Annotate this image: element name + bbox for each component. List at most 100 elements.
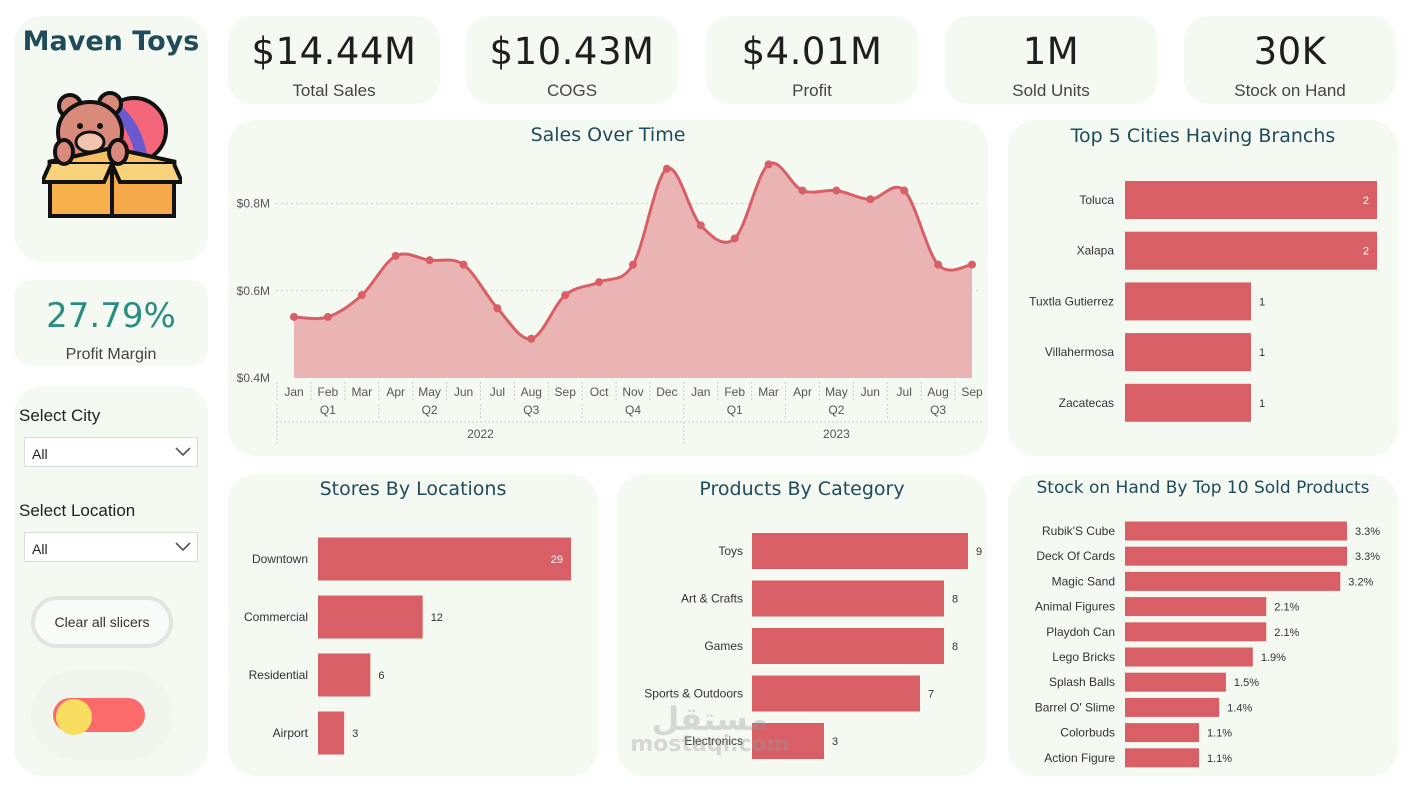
category-label: Playdoh Can [1046, 625, 1115, 639]
city-dropdown[interactable]: All [24, 437, 198, 467]
bar [1125, 521, 1347, 541]
data-point [561, 291, 570, 300]
x-tick-label: Dec [656, 385, 677, 399]
category-label: Commercial [244, 610, 308, 624]
bar [1125, 622, 1267, 642]
data-point [696, 221, 705, 230]
bar [1125, 748, 1199, 768]
series-line [293, 161, 973, 341]
kpi-label: COGS [546, 81, 598, 100]
x-tick-label: Sep [961, 385, 983, 399]
year-label: 2023 [823, 427, 850, 441]
data-label: 1.9% [1261, 652, 1286, 664]
data-label: 1.5% [1234, 677, 1259, 689]
data-label: 1.4% [1227, 702, 1252, 714]
watermark-arabic: مستقل [651, 700, 769, 738]
stock-on-hand-card: Stock on Hand By Top 10 Sold Products Ru… [1008, 474, 1398, 776]
x-tick-label: May [825, 385, 848, 399]
bar [1125, 383, 1251, 422]
clear-slicers-button[interactable]: Clear all slicers [31, 596, 173, 648]
bar [1125, 546, 1347, 566]
data-label: 3.3% [1355, 526, 1380, 538]
city-slicer-label: Select City [19, 406, 101, 425]
kpi-label: Stock on Hand [1234, 81, 1346, 100]
data-label: 2.1% [1274, 602, 1299, 614]
city-dropdown-value: All [32, 446, 48, 462]
data-label: 1 [1259, 398, 1265, 410]
category-label: Magic Sand [1052, 574, 1115, 588]
bar [1125, 697, 1220, 717]
category-label: Zacatecas [1059, 396, 1114, 410]
bar [752, 533, 968, 569]
bar [752, 628, 944, 664]
data-point [968, 260, 976, 269]
top-cities-card: Top 5 Cities Having Branchs Toluca 2 Xalap… [1008, 120, 1398, 456]
data-label: 12 [431, 612, 443, 624]
data-point [900, 186, 909, 195]
data-label: 2 [1363, 246, 1369, 258]
x-tick-label: May [418, 385, 441, 399]
category-label: Art & Crafts [681, 592, 743, 606]
category-label: Toluca [1079, 193, 1114, 207]
data-label: 8 [952, 594, 958, 606]
category-label: Toys [718, 544, 743, 558]
bar [1125, 333, 1251, 372]
data-point [527, 334, 536, 343]
category-label: Electronics [684, 734, 743, 748]
kpi-label: Profit [792, 81, 832, 100]
data-point [290, 312, 298, 321]
category-label: Games [704, 639, 743, 653]
data-point [425, 256, 434, 265]
quarter-label: Q1 [320, 403, 336, 417]
data-label: 29 [551, 554, 563, 566]
data-label: 3 [352, 728, 358, 740]
bar [1125, 597, 1267, 617]
category-label: Rubik'S Cube [1042, 524, 1115, 538]
year-label: 2022 [467, 427, 494, 441]
stores-by-locations-card: Stores By Locations Downtown 29 Commercial… [228, 474, 598, 776]
category-label: Villahermosa [1045, 345, 1114, 359]
kpi-total-sales: $14.44M Total Sales [228, 16, 440, 104]
chart-title: Sales Over Time [530, 124, 686, 146]
kpi-profit: $4.01M Profit [706, 16, 918, 104]
products-by-category-chart: Toys 9 Art & Crafts 8 Games 8 Sports & Outdoor… [644, 533, 982, 759]
kpi-value: 30K [1253, 30, 1327, 73]
category-label: Animal Figures [1035, 600, 1115, 614]
bar [1125, 181, 1377, 219]
chart-title: Stock on Hand By Top 10 Sold Products [1036, 478, 1370, 498]
watermark-latin: mostaqi.com [630, 732, 790, 757]
toy-box-logo-icon [42, 91, 182, 218]
data-point [595, 278, 604, 287]
x-tick-label: Jan [284, 385, 303, 399]
clear-slicers-label: Clear all slicers [54, 614, 150, 630]
bar [318, 595, 423, 639]
bar [1125, 723, 1199, 743]
location-dropdown-value: All [32, 541, 48, 557]
x-tick-label: Jul [490, 385, 505, 399]
location-dropdown[interactable]: All [24, 532, 198, 562]
x-tick-label: Jul [897, 385, 912, 399]
data-point [357, 291, 366, 300]
products-by-category-card: Products By Category Toys 9 Art & Crafts 8 G… [617, 474, 987, 776]
y-tick-label: $0.6M [237, 284, 270, 298]
data-label: 3 [832, 736, 838, 748]
data-point [662, 164, 671, 173]
sales-over-time-chart: $0.4M $0.6M $0.8M Jan Feb Mar Apr May Jun Jul Aug S… [237, 160, 984, 446]
chart-title: Products By Category [699, 478, 905, 500]
toggle-container [31, 670, 173, 760]
category-label: Barrel O' Slime [1035, 700, 1116, 714]
chevron-down-icon [175, 447, 191, 457]
kpi-value: $14.44M [251, 30, 417, 73]
x-tick-label: Mar [758, 385, 779, 399]
kpi-label: Total Sales [292, 81, 376, 100]
data-point [323, 312, 332, 321]
bar [318, 537, 571, 581]
category-label: Action Figure [1044, 751, 1115, 765]
kpi-value: $4.01M [741, 30, 883, 73]
data-label: 1.1% [1207, 753, 1232, 765]
category-label: Colorbuds [1060, 726, 1115, 740]
x-tick-label: Apr [386, 385, 405, 399]
theme-toggle[interactable] [31, 670, 173, 760]
bar [752, 723, 824, 759]
data-point [866, 195, 875, 204]
